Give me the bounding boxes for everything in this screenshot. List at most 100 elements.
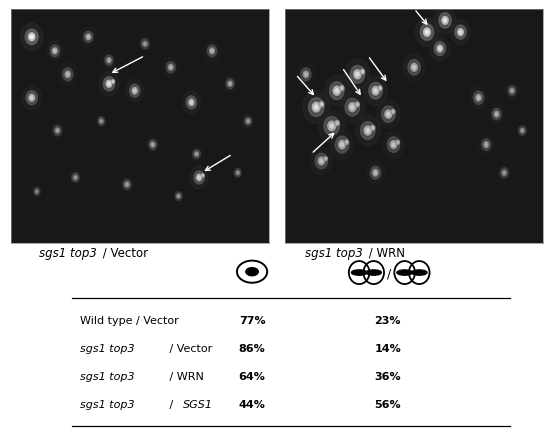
Ellipse shape <box>370 166 381 179</box>
Ellipse shape <box>236 171 239 175</box>
Ellipse shape <box>144 43 146 45</box>
Ellipse shape <box>63 68 73 81</box>
Ellipse shape <box>57 129 58 132</box>
Text: 56%: 56% <box>375 400 401 411</box>
Text: /: / <box>387 267 391 280</box>
Ellipse shape <box>502 170 506 175</box>
Text: 23%: 23% <box>375 316 401 326</box>
Ellipse shape <box>102 51 116 69</box>
Ellipse shape <box>304 71 309 78</box>
Ellipse shape <box>196 153 197 155</box>
Ellipse shape <box>425 30 428 34</box>
Ellipse shape <box>148 139 157 150</box>
Circle shape <box>366 270 382 275</box>
Ellipse shape <box>416 18 439 46</box>
Ellipse shape <box>458 29 463 36</box>
Ellipse shape <box>86 34 91 39</box>
Ellipse shape <box>318 109 345 142</box>
Ellipse shape <box>484 141 489 148</box>
Ellipse shape <box>369 82 382 99</box>
Ellipse shape <box>146 135 160 154</box>
Ellipse shape <box>397 141 398 143</box>
Ellipse shape <box>361 69 365 74</box>
Ellipse shape <box>364 126 371 135</box>
Ellipse shape <box>351 105 354 109</box>
Ellipse shape <box>53 48 57 54</box>
Ellipse shape <box>109 77 117 86</box>
Ellipse shape <box>100 120 102 122</box>
Ellipse shape <box>305 73 307 76</box>
Text: /: / <box>166 400 177 411</box>
Ellipse shape <box>324 116 340 135</box>
Ellipse shape <box>356 103 358 105</box>
Ellipse shape <box>234 168 242 177</box>
Ellipse shape <box>354 70 361 79</box>
Ellipse shape <box>194 151 198 156</box>
Ellipse shape <box>228 81 232 86</box>
Ellipse shape <box>481 139 491 151</box>
Text: / WRN: / WRN <box>365 247 404 260</box>
Ellipse shape <box>190 166 208 189</box>
Ellipse shape <box>492 108 501 120</box>
Ellipse shape <box>420 24 434 40</box>
Ellipse shape <box>335 89 338 93</box>
Ellipse shape <box>444 19 447 22</box>
Ellipse shape <box>392 143 395 146</box>
Ellipse shape <box>378 86 382 91</box>
Ellipse shape <box>450 20 470 44</box>
Ellipse shape <box>88 36 89 38</box>
Ellipse shape <box>126 79 143 102</box>
Ellipse shape <box>197 174 202 181</box>
Ellipse shape <box>168 65 173 70</box>
Ellipse shape <box>382 106 395 122</box>
Ellipse shape <box>59 63 77 86</box>
Text: 64%: 64% <box>239 372 265 382</box>
Ellipse shape <box>342 136 351 148</box>
Ellipse shape <box>376 82 385 94</box>
Ellipse shape <box>120 175 134 194</box>
Ellipse shape <box>473 91 484 104</box>
Ellipse shape <box>345 98 360 116</box>
Text: sgs1 top3: sgs1 top3 <box>80 372 135 382</box>
Ellipse shape <box>497 164 511 182</box>
Ellipse shape <box>141 39 149 49</box>
Ellipse shape <box>247 120 249 122</box>
Ellipse shape <box>520 128 524 133</box>
Ellipse shape <box>126 183 128 186</box>
Ellipse shape <box>316 98 327 111</box>
Ellipse shape <box>489 104 505 125</box>
Ellipse shape <box>297 63 315 86</box>
Ellipse shape <box>244 116 252 126</box>
Ellipse shape <box>199 171 206 180</box>
Ellipse shape <box>392 111 394 113</box>
Ellipse shape <box>341 87 343 89</box>
Ellipse shape <box>478 96 480 99</box>
Ellipse shape <box>163 57 179 77</box>
Ellipse shape <box>403 54 425 81</box>
Ellipse shape <box>31 184 43 199</box>
Ellipse shape <box>315 153 327 169</box>
Ellipse shape <box>321 103 322 105</box>
Ellipse shape <box>459 30 462 34</box>
Ellipse shape <box>106 80 112 87</box>
Ellipse shape <box>321 153 330 164</box>
Ellipse shape <box>229 82 231 85</box>
Ellipse shape <box>193 149 201 159</box>
Ellipse shape <box>375 171 377 174</box>
Ellipse shape <box>237 172 239 174</box>
Ellipse shape <box>341 143 343 147</box>
Circle shape <box>412 270 427 275</box>
Ellipse shape <box>439 47 441 50</box>
Ellipse shape <box>108 59 110 61</box>
Ellipse shape <box>346 141 347 143</box>
Ellipse shape <box>330 130 353 159</box>
Ellipse shape <box>372 86 379 95</box>
Ellipse shape <box>75 176 76 178</box>
Ellipse shape <box>302 91 330 124</box>
Ellipse shape <box>442 16 448 24</box>
Ellipse shape <box>411 63 417 71</box>
Ellipse shape <box>413 66 416 69</box>
Ellipse shape <box>123 179 131 190</box>
Ellipse shape <box>50 45 59 57</box>
Ellipse shape <box>330 124 334 128</box>
